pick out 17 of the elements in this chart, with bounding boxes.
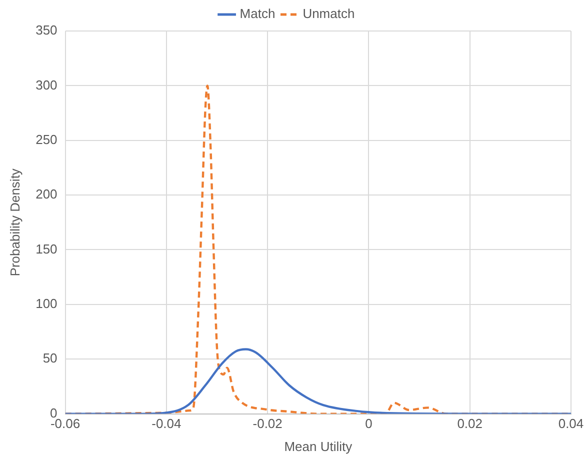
y-tick-label: 200	[36, 186, 58, 202]
x-tick-label: 0	[365, 416, 372, 432]
x-tick-label: -0.04	[152, 416, 182, 432]
y-tick-label: 100	[36, 296, 58, 312]
x-tick-label: 0.04	[558, 416, 584, 432]
x-tick-label: -0.02	[252, 416, 282, 432]
y-tick-label: 300	[36, 77, 58, 92]
y-tick-label: 350	[36, 22, 58, 38]
y-tick-label: 150	[36, 241, 58, 256]
legend-label: Match	[240, 6, 276, 22]
x-tick-label: 0.02	[457, 416, 483, 432]
y-axis-title: Probability Density	[7, 168, 22, 276]
y-tick-label: 50	[42, 350, 58, 366]
legend-label: Unmatch	[302, 6, 355, 22]
y-tick-label: 250	[36, 132, 58, 147]
x-axis-title: Mean Utility	[284, 438, 353, 454]
line-series	[65, 348, 571, 414]
